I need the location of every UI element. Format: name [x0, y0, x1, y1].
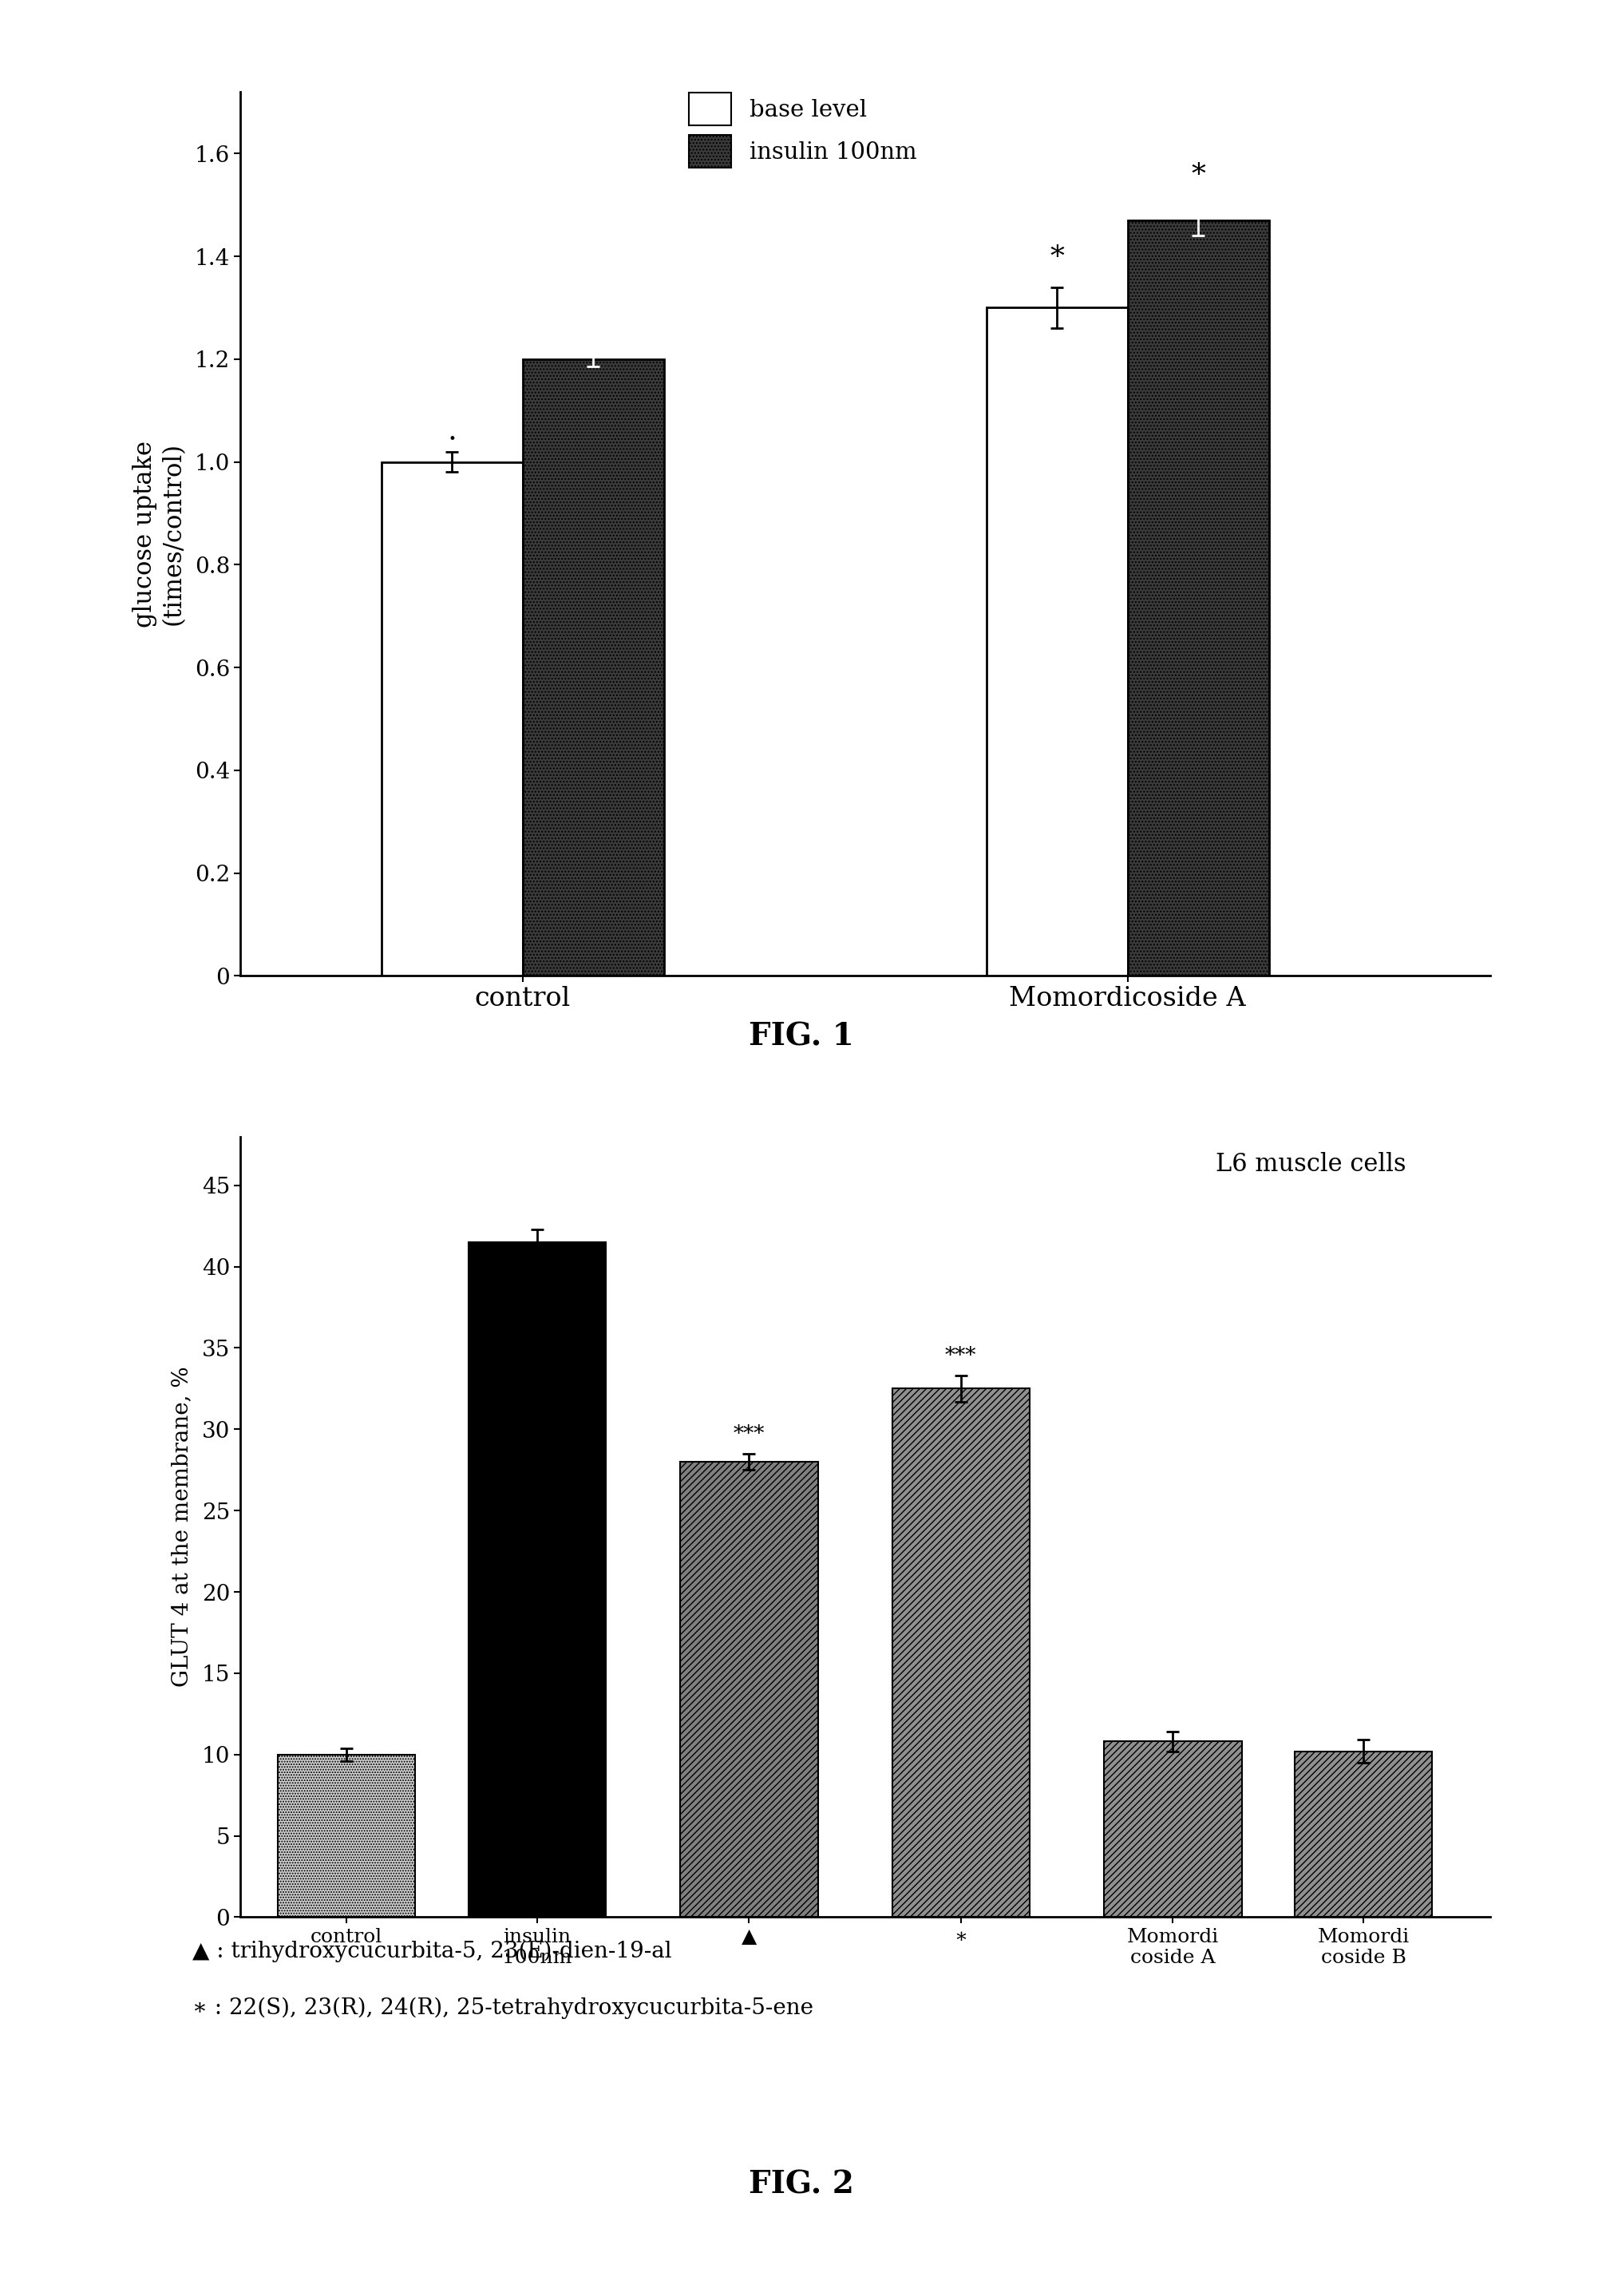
Text: ▲ : trihydroxycucurbita-5, 23(E)-dien-19-al: ▲ : trihydroxycucurbita-5, 23(E)-dien-19…	[192, 1940, 671, 1963]
Text: L6 muscle cells: L6 muscle cells	[1214, 1153, 1405, 1178]
Text: *: *	[1049, 246, 1064, 271]
Text: FIG. 1: FIG. 1	[748, 1022, 854, 1052]
Text: FIG. 2: FIG. 2	[748, 2170, 854, 2200]
Text: ***: ***	[945, 1345, 976, 1366]
Text: ∗ : 22(S), 23(R), 24(R), 25-tetrahydroxycucurbita-5-ene: ∗ : 22(S), 23(R), 24(R), 25-tetrahydroxy…	[192, 1998, 812, 2020]
Y-axis label: GLUT 4 at the membrane, %: GLUT 4 at the membrane, %	[171, 1366, 192, 1688]
Text: ***: ***	[732, 1424, 764, 1444]
Bar	[1104, 1740, 1242, 1917]
Bar	[381, 461, 522, 976]
Text: •: •	[449, 434, 457, 445]
Y-axis label: glucose uptake
(times/control): glucose uptake (times/control)	[133, 441, 186, 627]
Bar	[1294, 1752, 1432, 1917]
Legend: base level, insulin 100nm: base level, insulin 100nm	[679, 83, 926, 177]
Bar	[892, 1389, 1028, 1917]
Bar	[1128, 220, 1269, 976]
Text: *: *	[1190, 163, 1205, 191]
Bar	[679, 1463, 817, 1917]
Bar	[277, 1754, 415, 1917]
Bar	[985, 308, 1128, 976]
Bar	[522, 358, 663, 976]
Bar	[468, 1242, 606, 1917]
